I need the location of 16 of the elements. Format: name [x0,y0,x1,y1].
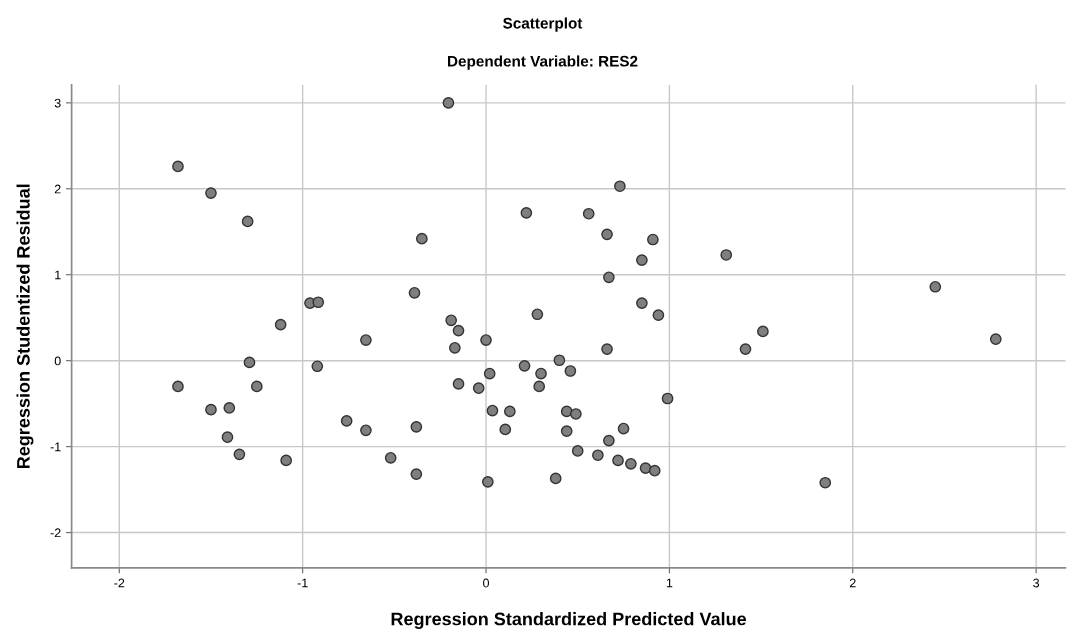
x-tick-label: -1 [297,578,308,588]
x-tick-label: 0 [483,578,490,588]
y-tick-label: -1 [50,442,61,452]
chart-subtitle: Dependent Variable: RES2 [448,55,638,70]
x-axis-title: Regression Standardized Predicted Value [391,612,747,629]
x-tick-label: 1 [666,578,673,588]
y-axis-title: Regression Studentized Residual [16,184,34,469]
x-tick-label: 3 [1033,578,1040,588]
y-tick-label: 3 [54,98,61,108]
y-tick-label: 0 [54,356,61,366]
x-tick-label: 2 [849,578,856,588]
chart-title: Scatterplot [503,17,583,32]
y-tick-label: 1 [55,270,61,280]
y-tick-label: 2 [54,184,61,194]
y-tick-label: -2 [50,528,61,538]
x-tick-label: -2 [114,578,125,588]
